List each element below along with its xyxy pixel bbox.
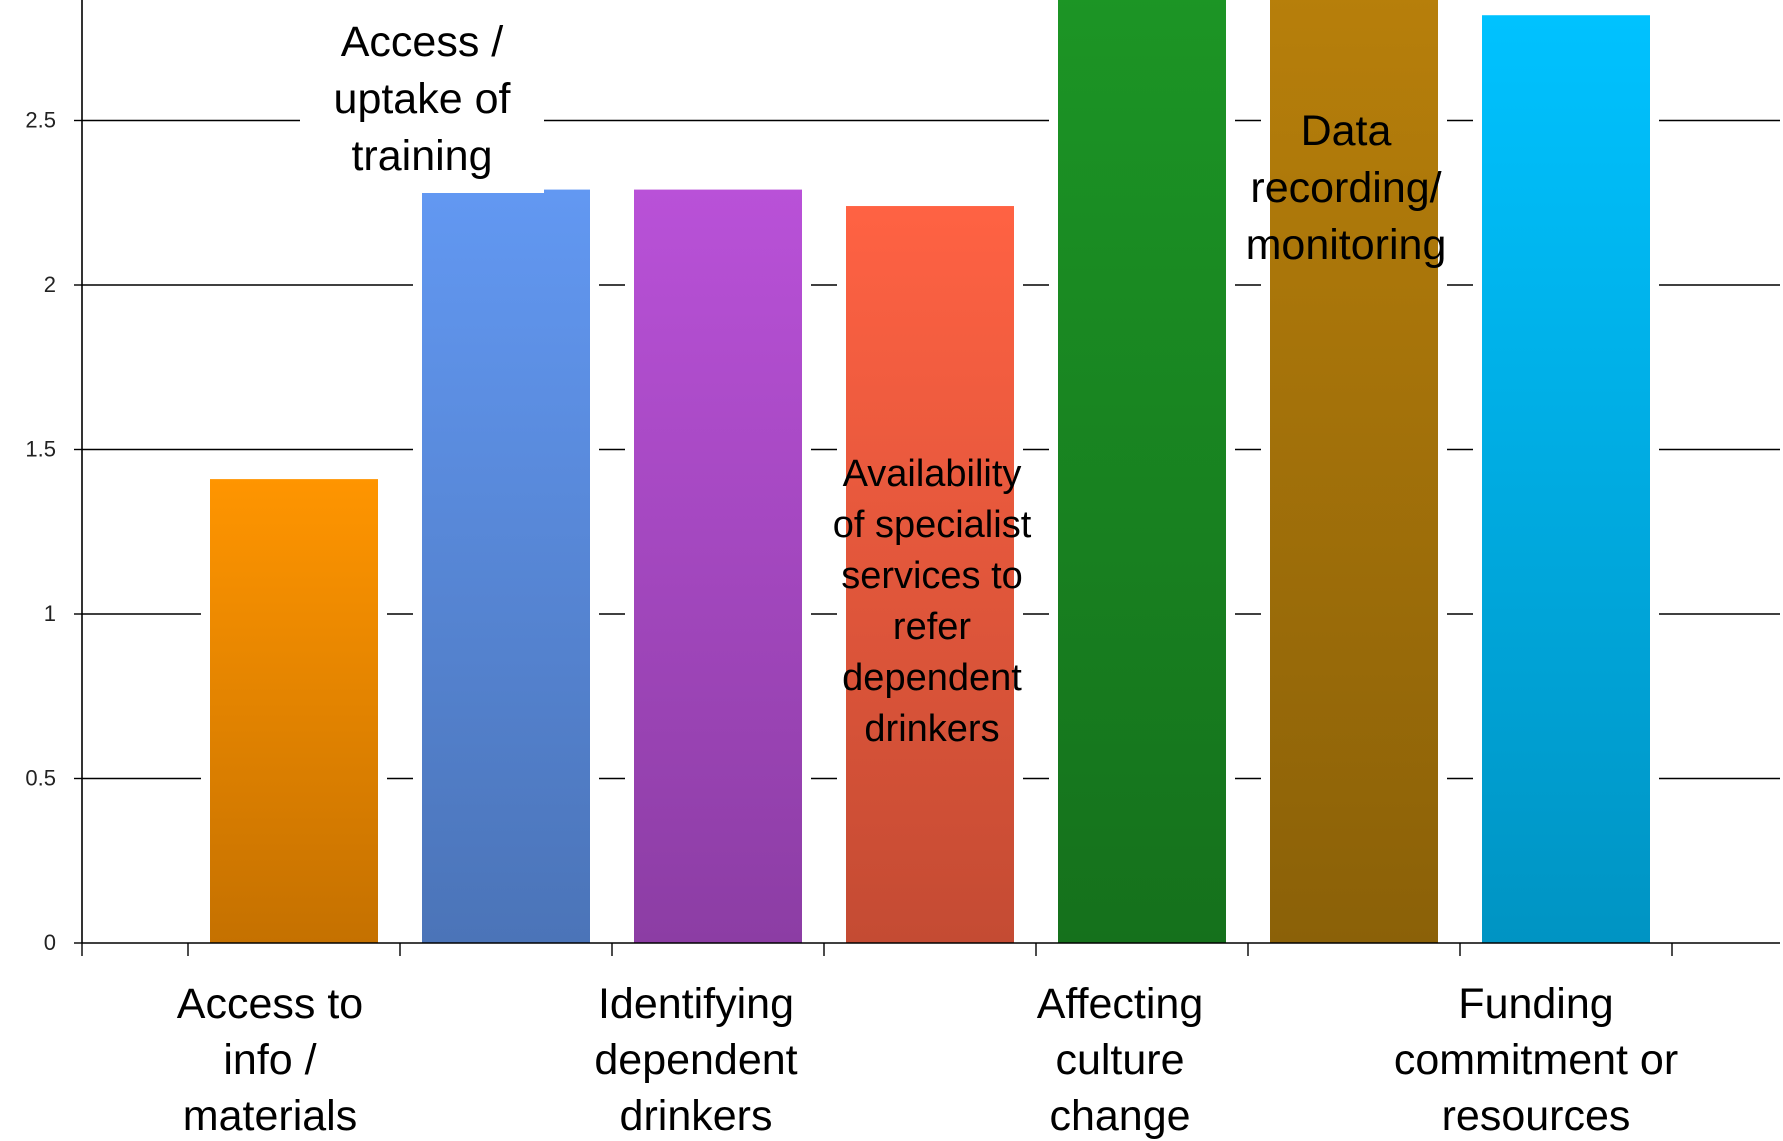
category-label: Access to info / materials	[177, 980, 363, 1140]
bar	[422, 189, 590, 944]
bars	[201, 0, 1659, 944]
bar-annotation: Data recording/monitoring	[1246, 107, 1447, 269]
annotation-background	[300, 8, 544, 193]
y-tick-label: 0	[44, 930, 56, 955]
bar	[210, 479, 378, 943]
bar	[1482, 15, 1650, 944]
y-tick-label: 0.5	[25, 766, 56, 791]
y-tick-label: 1.5	[25, 437, 56, 462]
bar-annotation: Availability of specialist services to refe…	[833, 453, 1032, 750]
bar	[1058, 0, 1226, 943]
bar	[1270, 0, 1438, 943]
axes	[74, 0, 1780, 956]
category-label: Identifying dependent drinkers	[594, 980, 797, 1140]
category-label: Affecting culture change	[1037, 980, 1204, 1140]
y-tick-label: 2	[44, 272, 56, 297]
labels: 0 0.5 1 1.5 2 2.5 Access to info / materials Iden…	[25, 8, 1678, 1140]
y-tick-label: 2.5	[25, 108, 56, 133]
bar	[634, 189, 802, 944]
category-label: Funding commitment or resources	[1394, 980, 1678, 1140]
bar	[846, 206, 1014, 944]
y-tick-label: 1	[44, 601, 56, 626]
bar-annotation: Access / uptake of training	[334, 18, 512, 180]
